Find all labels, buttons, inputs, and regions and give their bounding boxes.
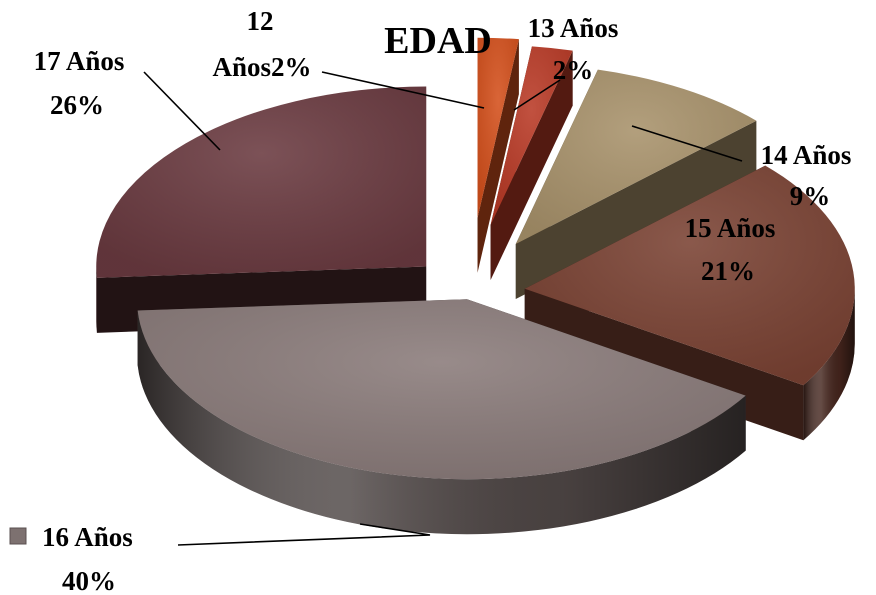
slice-side-face-12 (477, 39, 519, 273)
data-label-17-value: 26% (50, 90, 104, 120)
slice-top-shade-15 (524, 165, 855, 386)
data-label-13-name: 13 Años (528, 13, 619, 43)
slice-rim-shade-15 (803, 288, 855, 441)
chart-title: EDAD (384, 20, 492, 62)
data-label-12: 12 Años2% (212, 6, 311, 82)
data-label-17-name: 17 Años (34, 46, 125, 76)
data-label-17: 17 Años 26% (34, 46, 125, 120)
data-label-15-value: 21% (701, 256, 755, 286)
data-label-12-name: 12 (247, 6, 274, 36)
pie-slice-17 (96, 86, 427, 333)
data-label-13-value: 2% (553, 55, 594, 85)
data-label-12-value: Años2% (212, 52, 311, 82)
slice-top-shade-12 (477, 37, 519, 218)
pie-slice-14 (515, 69, 757, 299)
leader-lines (143, 71, 743, 546)
data-label-14: 14 Años 9% (761, 140, 852, 211)
slice-top-shade-16 (137, 299, 746, 480)
slice-rim-shade-17 (96, 266, 97, 333)
slice-top-shade-13 (490, 46, 573, 226)
leader-line-12 (321, 71, 485, 109)
data-label-16-name: 16 Años (42, 522, 133, 552)
pie-slices (96, 37, 855, 535)
slice-top-shade-17 (96, 86, 427, 278)
pie-slice-12 (477, 37, 519, 273)
slice-rim-shade-16 (137, 310, 746, 535)
data-label-13: 13 Años 2% (528, 13, 619, 85)
leader-line-14 (631, 125, 743, 162)
leader-line-17 (143, 71, 221, 151)
data-label-14-name: 14 Años (761, 140, 852, 170)
legend-marker-16 (9, 527, 27, 545)
data-label-15-name: 15 Años (685, 213, 776, 243)
leader-line-16 (177, 523, 431, 546)
data-label-15: 15 Años 21% (685, 213, 776, 286)
slice-side-face-14 (515, 120, 757, 299)
slice-top-shade-14 (515, 69, 757, 244)
leader-line-13 (513, 79, 561, 111)
data-label-14-value: 9% (790, 181, 831, 211)
data-label-16-value: 40% (62, 566, 116, 595)
pie-slice-16 (137, 299, 746, 535)
data-label-16: 16 Años 40% (9, 522, 133, 595)
slice-side-face-13 (490, 50, 573, 281)
